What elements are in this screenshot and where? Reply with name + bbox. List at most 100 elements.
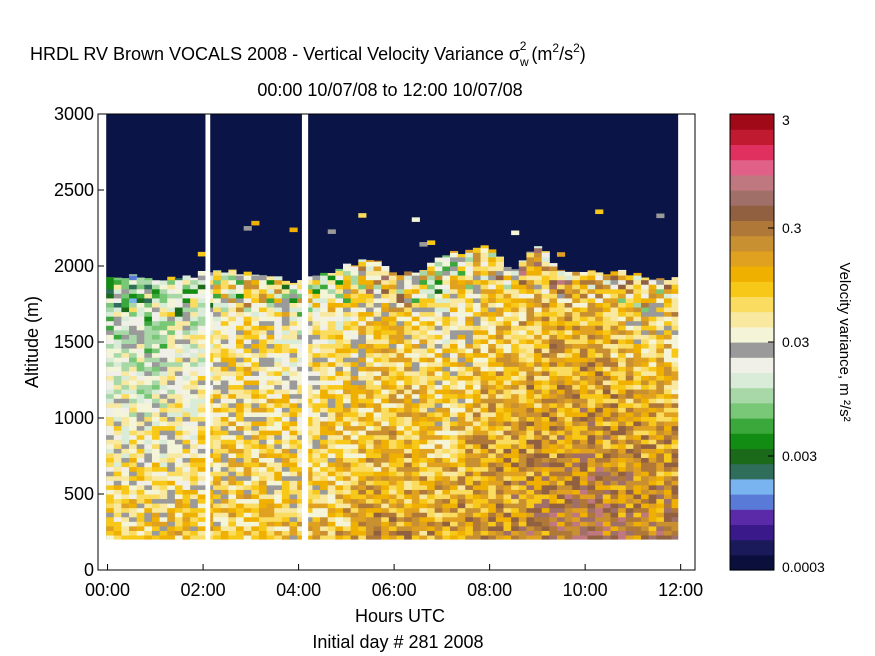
heatmap-cell <box>381 398 390 404</box>
heatmap-cell <box>427 398 436 404</box>
heatmap-cell <box>350 370 359 376</box>
heatmap-cell <box>167 439 176 445</box>
heatmap-cell <box>289 357 298 363</box>
heatmap-cell <box>641 325 650 331</box>
heatmap-cell <box>556 320 566 326</box>
heatmap-cell <box>587 535 596 541</box>
heatmap-cell <box>304 425 313 431</box>
heatmap-cell <box>549 530 558 536</box>
heatmap-cell <box>174 452 184 459</box>
heatmap-cell <box>556 279 566 285</box>
heatmap-cell <box>274 338 283 345</box>
heatmap-cell <box>518 311 527 317</box>
heatmap-cell <box>656 457 665 463</box>
heatmap-cell <box>633 352 642 358</box>
heatmap-cell <box>434 466 443 472</box>
heatmap-cell <box>236 311 245 317</box>
heatmap-cell <box>320 338 329 345</box>
heatmap-cell <box>656 402 665 408</box>
heatmap-cell <box>488 375 497 381</box>
heatmap-cell <box>358 320 367 326</box>
heatmap-cell <box>343 370 352 376</box>
heatmap-cell <box>465 366 474 372</box>
heatmap-cell <box>289 466 298 472</box>
heatmap-cell <box>503 443 512 449</box>
heatmap-cell <box>472 380 482 386</box>
heatmap-cell <box>495 284 504 290</box>
heatmap-cell <box>113 277 122 281</box>
heatmap-cell <box>258 471 268 477</box>
heatmap-cell <box>564 402 573 408</box>
heatmap-cell <box>488 256 497 262</box>
heatmap-cell <box>526 380 535 386</box>
heatmap-cell <box>587 398 596 404</box>
heatmap-cell <box>220 389 229 395</box>
heatmap-cell <box>587 411 596 417</box>
heatmap-cell <box>167 343 176 349</box>
heatmap-cell <box>381 384 390 390</box>
heatmap-cell <box>174 366 184 372</box>
heatmap-cell <box>151 288 161 294</box>
heatmap-cell <box>602 357 611 363</box>
heatmap-cell <box>304 434 313 440</box>
heatmap-cell <box>113 293 122 299</box>
heatmap-cell <box>335 370 344 376</box>
heatmap-cell <box>113 302 122 308</box>
heatmap-cell <box>381 275 390 281</box>
heatmap-cell <box>618 325 627 331</box>
heatmap-cell <box>541 516 550 522</box>
heatmap-cell <box>251 457 260 463</box>
heatmap-cell <box>602 361 611 367</box>
heatmap-cell <box>312 297 321 303</box>
heatmap-cell <box>648 284 657 290</box>
heatmap-cell <box>327 503 336 509</box>
heatmap-cell <box>411 407 420 413</box>
heatmap-cell <box>335 320 344 326</box>
y-tick-label: 3000 <box>54 104 94 124</box>
heatmap-cell <box>335 475 344 481</box>
heatmap-cell <box>106 484 115 490</box>
heatmap-cell <box>236 352 245 358</box>
heatmap-cell <box>579 462 589 468</box>
heatmap-cell <box>289 329 298 335</box>
heatmap-cell <box>251 325 260 331</box>
heatmap-cell <box>320 421 329 427</box>
heatmap-cell <box>419 334 428 340</box>
heatmap-cell <box>618 421 627 427</box>
heatmap-cell <box>167 448 176 454</box>
heatmap-cell <box>534 380 543 386</box>
heatmap-cell <box>503 275 512 281</box>
heatmap-cell <box>197 466 206 472</box>
heatmap-cell <box>358 480 367 486</box>
heatmap-cell <box>564 370 573 376</box>
heatmap-cell <box>404 503 413 509</box>
heatmap-cell <box>511 329 520 335</box>
heatmap-cell <box>243 525 252 531</box>
heatmap-cell <box>404 512 413 518</box>
heatmap-cell <box>572 357 581 363</box>
heatmap-cell <box>442 530 451 536</box>
heatmap-cell <box>465 249 474 253</box>
heatmap-cell <box>411 343 420 349</box>
heatmap-cell <box>434 279 443 285</box>
heatmap-cell <box>564 271 573 276</box>
heatmap-cell <box>151 430 161 436</box>
heatmap-cell <box>541 366 550 372</box>
heatmap-cell <box>587 348 596 354</box>
heatmap-cell <box>327 343 336 349</box>
heatmap-cell <box>488 270 497 276</box>
heatmap-cell <box>304 343 313 349</box>
heatmap-cell <box>144 370 153 376</box>
heatmap-cell <box>243 275 252 281</box>
heatmap-cell <box>136 494 145 500</box>
heatmap-cell <box>297 421 306 427</box>
heatmap-cell <box>144 416 153 422</box>
heatmap-cell <box>297 407 306 413</box>
heatmap-cell <box>388 338 397 345</box>
heatmap-cell <box>488 525 497 531</box>
colorbar-swatch <box>730 174 774 191</box>
heatmap-cell <box>113 421 122 427</box>
heatmap-cell <box>495 288 504 294</box>
heatmap-cell <box>266 276 275 281</box>
heatmap-cell <box>121 489 130 495</box>
